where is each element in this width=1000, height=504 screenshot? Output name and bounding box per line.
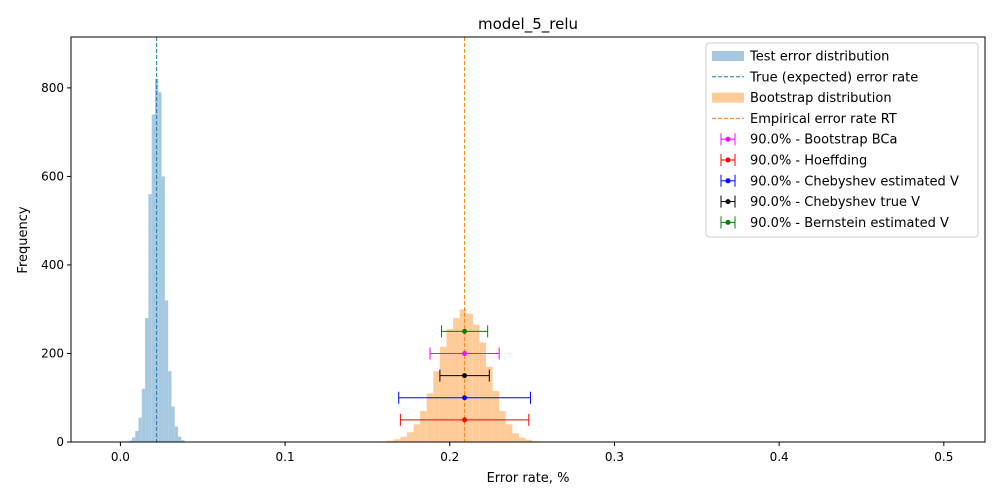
legend-swatch — [712, 93, 744, 103]
histogram-bar — [145, 318, 148, 442]
histogram-bar — [148, 194, 151, 442]
histogram-bar — [499, 411, 506, 442]
x-tick-label: 0.4 — [770, 450, 789, 464]
histogram-bar — [420, 411, 427, 442]
histogram-bar — [414, 424, 421, 442]
legend-swatch-point — [726, 178, 731, 183]
legend-swatch-point — [726, 199, 731, 204]
interval-center-point — [462, 351, 467, 356]
y-axis-label: Frequency — [16, 206, 31, 273]
interval-center-point — [462, 395, 467, 400]
y-tick-label: 600 — [41, 169, 64, 183]
legend-label: Bootstrap distribution — [750, 91, 892, 106]
interval-center-point — [462, 373, 467, 378]
histogram-bar — [427, 393, 434, 442]
legend-swatch-point — [726, 137, 731, 142]
x-axis-label: Error rate, % — [487, 471, 570, 486]
histogram-bar — [139, 418, 142, 442]
histogram-bar — [162, 176, 165, 442]
legend-label: 90.0% - Bootstrap BCa — [750, 133, 897, 148]
histogram-bar — [132, 438, 135, 442]
histogram-bar — [519, 438, 526, 442]
histogram-bar — [446, 329, 453, 442]
histogram-bar — [178, 437, 181, 442]
y-tick-label: 800 — [41, 81, 64, 95]
x-tick-label: 0.3 — [605, 450, 624, 464]
legend-swatch-point — [726, 158, 731, 163]
histogram-bar — [493, 391, 500, 442]
histogram-bar — [473, 325, 480, 442]
legend-item: 90.0% - Chebyshev true V — [721, 195, 920, 210]
legend-label: True (expected) error rate — [749, 70, 918, 85]
histogram-bar — [407, 432, 414, 442]
x-tick-label: 0.0 — [111, 450, 130, 464]
histogram-bar — [506, 424, 513, 442]
legend-label: 90.0% - Hoeffding — [750, 154, 867, 169]
legend-label: 90.0% - Bernstein estimated V — [750, 216, 949, 231]
histogram-bar — [440, 347, 447, 442]
legend-label: 90.0% - Chebyshev true V — [750, 195, 920, 210]
histogram-bar — [433, 371, 440, 442]
legend-item: 90.0% - Chebyshev estimated V — [721, 174, 959, 189]
x-tick-label: 0.5 — [934, 450, 953, 464]
y-tick-label: 200 — [41, 346, 64, 360]
histogram-bar — [142, 389, 145, 442]
histogram-bar — [175, 427, 178, 442]
chart-title: model_5_relu — [478, 15, 578, 34]
interval-center-point — [462, 329, 467, 334]
legend-label: Empirical error rate RT — [750, 112, 897, 127]
histogram-bar — [152, 114, 155, 442]
histogram-bar — [466, 314, 473, 442]
legend-swatch — [712, 51, 744, 61]
histogram-bar — [158, 92, 161, 442]
legend-item: 90.0% - Bernstein estimated V — [721, 216, 949, 231]
histogram-bar — [512, 433, 519, 442]
y-tick-label: 400 — [41, 258, 64, 272]
histogram-bar — [400, 437, 407, 442]
legend-label: 90.0% - Chebyshev estimated V — [750, 174, 959, 189]
y-tick-label: 0 — [56, 435, 64, 449]
histogram-bar — [479, 342, 486, 442]
interval-center-point — [462, 417, 467, 422]
histogram-bar — [165, 300, 168, 442]
legend: Test error distribution True (expected) e… — [706, 43, 978, 237]
histogram-bar — [168, 371, 171, 442]
x-tick-label: 0.2 — [440, 450, 459, 464]
legend-label: Test error distribution — [749, 50, 889, 65]
histogram-bar — [453, 318, 460, 442]
x-tick-label: 0.1 — [276, 450, 295, 464]
legend-swatch-point — [726, 220, 731, 225]
histogram-bar — [135, 431, 138, 442]
histogram-bar — [171, 407, 174, 442]
